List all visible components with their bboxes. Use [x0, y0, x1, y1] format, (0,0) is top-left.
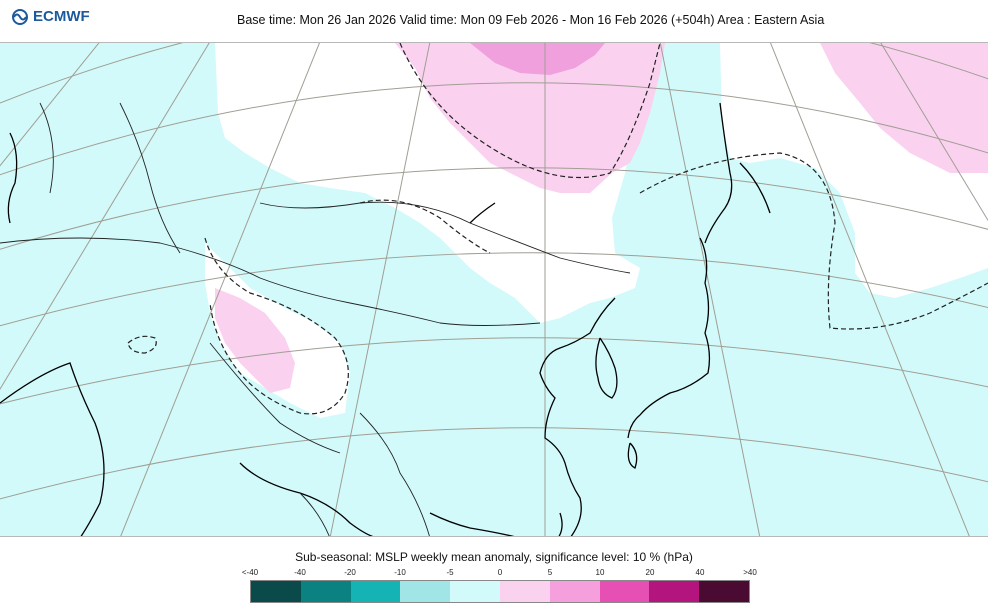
ecmwf-logo: ECMWF: [10, 8, 90, 25]
colorbar-swatch: [549, 581, 600, 602]
colorbar-swatch: [499, 581, 550, 602]
colorbar-swatch: [699, 581, 749, 602]
colorbar-tick-label: 40: [695, 568, 705, 577]
colorbar-swatch: [350, 581, 401, 602]
colorbar-tick-label: -40: [294, 568, 306, 577]
colorbar-tick-label: -10: [394, 568, 406, 577]
colorbar-swatch: [300, 581, 351, 602]
colorbar-tick-label: <-40: [241, 568, 259, 577]
map-panel: [0, 42, 988, 537]
colorbar-tick-label: 5: [547, 568, 553, 577]
country-borders: [0, 102, 631, 536]
colorbar-swatch: [599, 581, 650, 602]
positive-anomaly-area-siberia: [395, 43, 665, 193]
ecmwf-swirl-icon: [12, 8, 28, 25]
significance-contours: [127, 43, 988, 415]
colorbar: [250, 580, 750, 603]
positive-anomaly-core: [470, 43, 605, 75]
map-svg: [0, 43, 988, 536]
graticule: [0, 43, 988, 536]
header: ECMWF Base time: Mon 26 Jan 2026 Valid t…: [0, 0, 988, 42]
colorbar-swatch: [649, 581, 700, 602]
colorbar-tick-label: 20: [645, 568, 655, 577]
colorbar-tick-label: -5: [446, 568, 454, 577]
positive-anomaly-area-tibet: [215, 288, 295, 393]
legend-title: Sub-seasonal: MSLP weekly mean anomaly, …: [295, 550, 693, 564]
colorbar-tick-label: 0: [497, 568, 503, 577]
colorbar-tick-label: >40: [743, 568, 757, 577]
colorbar-tick-label: -20: [344, 568, 356, 577]
logo-text: ECMWF: [33, 8, 90, 25]
colorbar-swatch: [450, 581, 500, 602]
colorbar-tick-label: 10: [595, 568, 605, 577]
colorbar-swatch: [400, 581, 451, 602]
colorbar-labels: <-40 -40 -20 -10 -5 0 5 10 20 40 >40: [242, 568, 757, 578]
chart-title: Base time: Mon 26 Jan 2026 Valid time: M…: [237, 13, 825, 27]
coastlines: [0, 102, 771, 536]
colorbar-swatch: [251, 581, 301, 602]
